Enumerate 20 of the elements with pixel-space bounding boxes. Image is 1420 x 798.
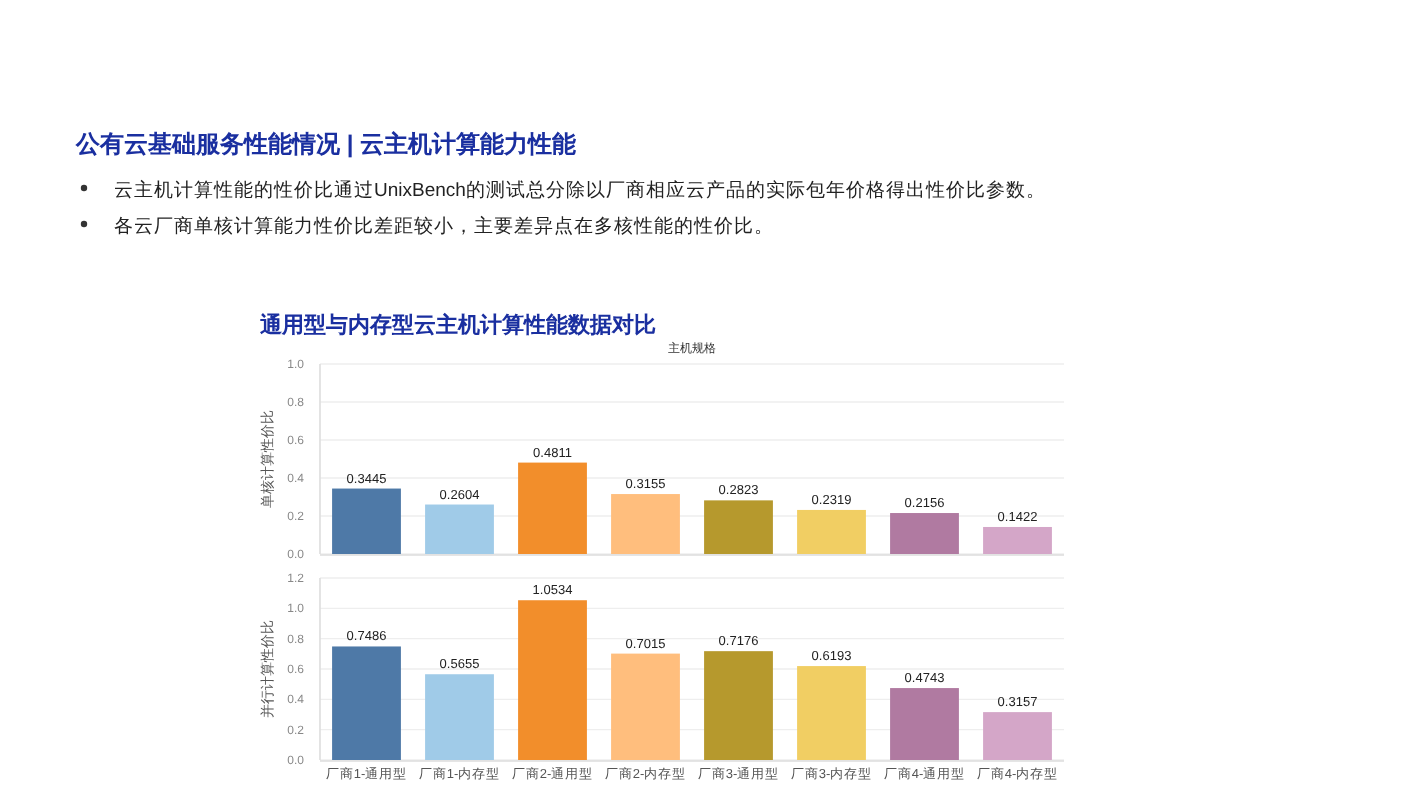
bar: [797, 509, 866, 554]
bar: [611, 494, 680, 554]
bar: [518, 600, 587, 760]
chart-title: 通用型与内存型云主机计算性能数据对比: [258, 312, 656, 338]
bar: [983, 526, 1052, 554]
bar: [332, 488, 401, 554]
bar: [890, 513, 959, 554]
text: 各云厂商单核计算能力性价比差距较小，主要差异点在多核性能的性价比。: [114, 214, 774, 238]
text: 云主机计算性能的性价比通过UnixBench的测试总分除以厂商相应云产品的实际包年价格得出性价比参数。: [114, 178, 1046, 202]
bar: [704, 500, 773, 554]
bar: [890, 688, 959, 760]
bar: [797, 666, 866, 760]
bar: [983, 712, 1052, 760]
bar: [332, 646, 401, 760]
bar: [518, 462, 587, 554]
bar: [704, 651, 773, 760]
bar: [611, 653, 680, 760]
bar: [425, 674, 494, 760]
bar: [425, 504, 494, 554]
text: 公有云基础服务性能情况 | 云主机计算能力性能: [74, 130, 579, 158]
